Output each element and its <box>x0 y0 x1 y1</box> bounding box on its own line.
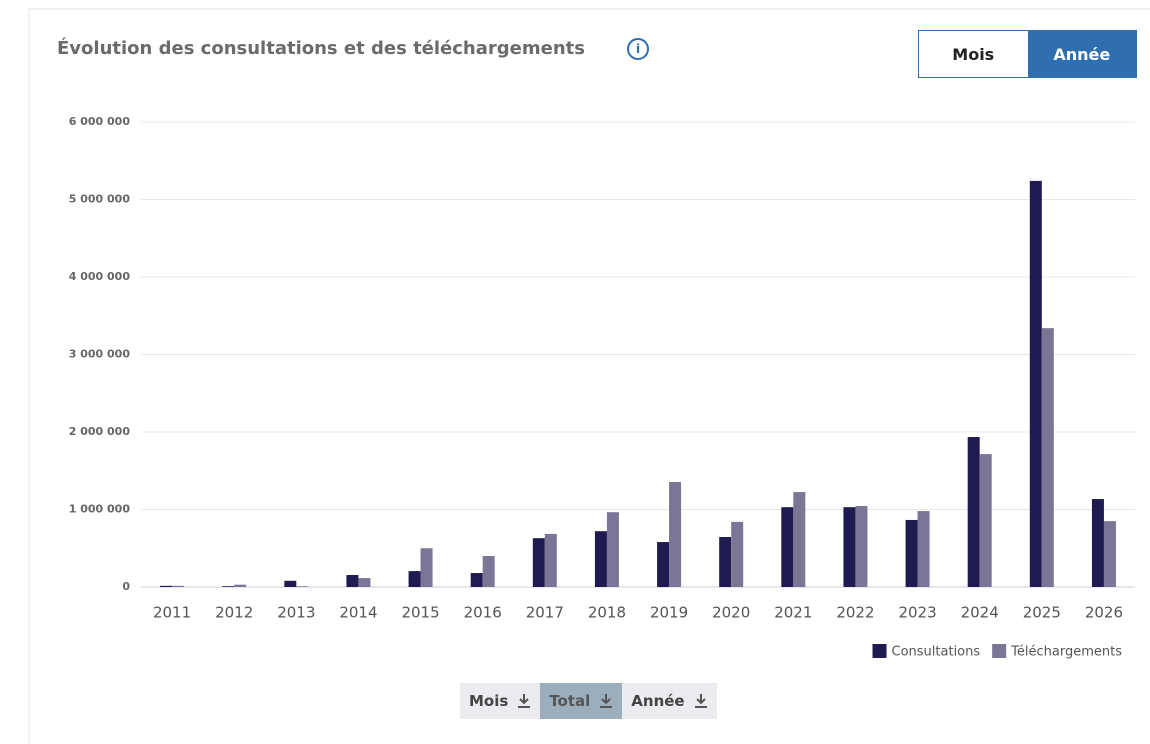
y-tick-label: 1 000 000 <box>69 503 131 516</box>
download-label: Année <box>631 692 685 710</box>
bar <box>222 586 235 587</box>
x-tick-label: 2026 <box>1085 604 1123 622</box>
y-tick-label: 2 000 000 <box>69 425 131 438</box>
bar <box>172 585 185 587</box>
download-button[interactable]: Total <box>540 683 623 719</box>
x-tick-label: 2019 <box>650 604 688 622</box>
bar <box>544 533 557 587</box>
y-tick-label: 6 000 000 <box>69 115 131 128</box>
bar <box>731 521 744 587</box>
x-tick-label: 2013 <box>277 604 315 622</box>
y-tick-label: 3 000 000 <box>69 348 131 361</box>
bar <box>1091 499 1104 587</box>
download-button[interactable]: Année <box>622 683 717 719</box>
y-tick-label: 4 000 000 <box>69 270 131 283</box>
bar <box>284 580 297 587</box>
bar <box>905 519 918 587</box>
legend-label: Consultations <box>892 645 981 660</box>
bar <box>781 507 794 587</box>
bar <box>843 507 856 587</box>
download-button[interactable]: Mois <box>460 683 541 719</box>
card <box>28 8 1150 744</box>
toggle-button[interactable]: Mois <box>919 31 1028 77</box>
bar <box>420 548 433 587</box>
x-tick-label: 2017 <box>526 604 564 622</box>
toggle-button[interactable]: Année <box>1027 31 1136 77</box>
bar <box>470 573 483 587</box>
bar <box>719 537 732 587</box>
legend-swatch <box>872 644 887 658</box>
x-tick-label: 2021 <box>774 604 812 622</box>
bar <box>408 571 421 587</box>
x-tick-label: 2022 <box>836 604 874 622</box>
x-tick-label: 2014 <box>339 604 377 622</box>
x-tick-label: 2012 <box>215 604 253 622</box>
y-tick-label: 5 000 000 <box>69 193 131 206</box>
x-tick-label: 2011 <box>153 604 191 622</box>
x-tick-label: 2020 <box>712 604 750 622</box>
bar <box>346 574 359 587</box>
x-tick-label: 2023 <box>898 604 936 622</box>
bar <box>296 586 309 587</box>
period-toggle: Mois Année <box>918 30 1137 78</box>
x-tick-label: 2018 <box>588 604 626 622</box>
bar <box>669 481 682 587</box>
bar <box>358 578 371 587</box>
x-tick-label: 2024 <box>961 604 999 622</box>
x-tick-label: 2016 <box>464 604 502 622</box>
bar <box>979 454 992 587</box>
x-tick-label: 2015 <box>401 604 439 622</box>
bar <box>1041 328 1054 587</box>
download-icon <box>518 694 531 708</box>
bar <box>1103 521 1116 587</box>
bar <box>532 538 545 587</box>
bar <box>482 556 495 587</box>
bar <box>1029 180 1042 587</box>
bar <box>855 506 868 587</box>
bar <box>606 512 619 587</box>
y-tick-label: 0 <box>122 580 130 593</box>
download-bar: Mois Total Année <box>460 683 717 719</box>
bar <box>234 584 247 587</box>
bar <box>657 542 670 587</box>
bar <box>793 492 806 587</box>
download-label: Total <box>549 692 591 710</box>
x-tick-label: 2025 <box>1023 604 1061 622</box>
bar <box>160 585 173 587</box>
chart-title: Évolution des consultations et des téléc… <box>57 38 585 59</box>
bar <box>917 511 930 587</box>
download-icon <box>600 694 613 708</box>
legend-label: Téléchargements <box>1010 645 1122 660</box>
download-label: Mois <box>469 692 509 710</box>
bar <box>594 531 607 587</box>
bar <box>967 437 980 587</box>
download-icon <box>694 694 707 708</box>
legend-swatch <box>992 644 1007 658</box>
info-icon[interactable]: i <box>627 38 649 60</box>
